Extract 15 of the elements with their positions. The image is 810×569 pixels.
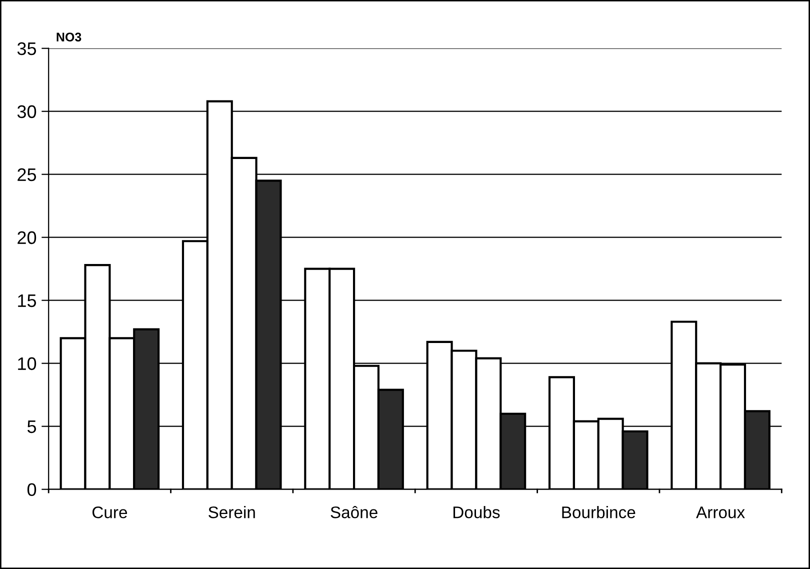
y-tick-label: 25	[18, 168, 36, 182]
x-tick-label: Arroux	[696, 506, 745, 518]
y-tick-label: 10	[18, 357, 36, 370]
y-tick-label: 5	[27, 420, 36, 434]
y-axis-title: NO3	[56, 32, 82, 42]
y-tick-label: 20	[18, 231, 36, 244]
x-tick-label: Bourbince	[562, 506, 636, 518]
y-tick-label: 35	[17, 42, 36, 56]
y-tick-label: 0	[27, 483, 36, 496]
x-tick-label: Saône	[330, 506, 378, 518]
y-tick-label: 15	[18, 294, 36, 308]
x-tick-label: Serein	[208, 506, 255, 518]
x-tick-label: Doubs	[453, 506, 500, 518]
x-tick-label: Cure	[92, 506, 128, 518]
y-tick-label: 30	[17, 105, 36, 118]
